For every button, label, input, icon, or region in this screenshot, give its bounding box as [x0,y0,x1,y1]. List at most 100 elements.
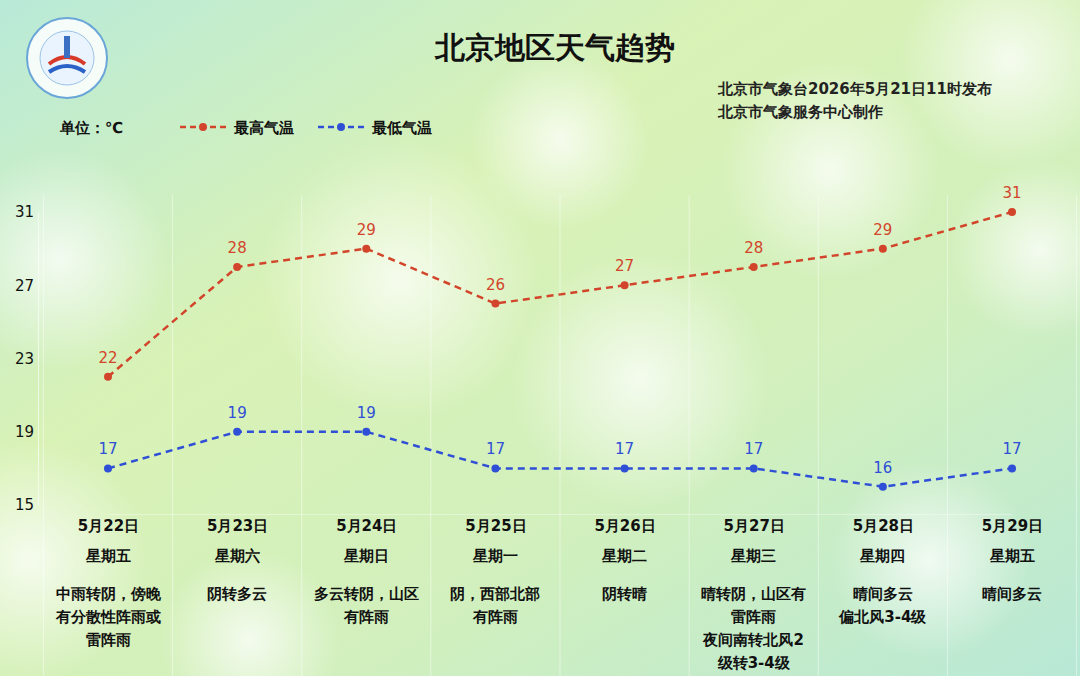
x-tick: 5月29日 [982,514,1043,535]
series-marker [233,263,241,271]
data-label: 27 [615,257,634,275]
x-tick-label: 5月29日 [982,517,1043,535]
x-tick: 5月24日 [336,514,397,535]
weekday: 星期五 [85,547,131,565]
subtitle: 北京市气象台2026年5月21日11时发布 [717,80,992,98]
series-marker [491,300,499,308]
weather-description: 偏北风3-4级 [838,608,927,626]
weekday: 星期六 [214,547,260,565]
flower-glow [950,160,1080,340]
flower-glow [510,250,770,510]
weather-description: 级转3-4级 [717,654,791,672]
series-marker [362,245,370,253]
x-tick: 5月22日 [78,514,139,535]
series-marker [233,428,241,436]
legend-marker [337,123,345,131]
weekday: 星期五 [989,547,1035,565]
series-marker [879,245,887,253]
legend-item: 最高气温 [180,119,294,137]
logo-ring [27,18,107,98]
y-axis: 15 19 23 27 31 [15,203,39,514]
weather-description: 夜间南转北风2 [702,631,803,649]
decoration [0,0,1080,676]
data-label: 17 [744,440,763,458]
y-axis-line [38,213,39,506]
data-label: 17 [98,440,117,458]
data-label: 19 [228,404,247,422]
x-tick-label: 5月26日 [594,517,655,535]
y-tick-label: 19 [15,423,34,441]
x-tick-label: 5月23日 [207,517,268,535]
series-marker [491,464,499,472]
series-marker [362,428,370,436]
weather-description: 雷阵雨 [731,608,776,626]
weather-description: 阴，西部北部 [450,585,540,603]
column-separator [172,195,173,676]
x-tick-label: 5月24日 [336,517,397,535]
weather-description: 有阵雨 [343,608,389,626]
y-tick-label: 27 [15,277,34,295]
series-marker [879,483,887,491]
data-label: 17 [1002,440,1021,458]
column-separator [301,195,302,676]
x-tick: 5月26日 [594,514,655,535]
data-label: 28 [228,239,247,257]
y-tick-label: 15 [15,496,34,514]
data-label: 16 [873,459,892,477]
weather-description: 晴间多云 [982,585,1042,603]
data-label: 31 [1002,184,1021,202]
day-info: 星期五星期六星期日星期一星期二星期三星期四星期五中雨转阴，傍晚有分散性阵雨或雷阵… [55,547,1043,672]
data-label: 19 [357,404,376,422]
series-marker [1008,208,1016,216]
y-tick: 23 [15,350,38,368]
legend-label: 最高气温 [233,119,294,137]
legend-marker [199,123,207,131]
series-marker [104,464,112,472]
y-tick: 31 [15,203,38,221]
plot-area [104,208,1016,491]
weather-description: 中雨转阴，傍晚 [56,585,162,603]
flower-glow [0,440,150,676]
logo-arc [49,57,85,64]
title: 北京地区天气趋势 [434,30,675,65]
legend: 最高气温 最低气温 [180,119,432,137]
x-tick: 5月27日 [724,514,785,535]
column-separator [818,195,819,676]
weekday: 星期三 [730,547,776,565]
legend-label: 最低气温 [371,119,432,137]
x-axis-line [109,514,1013,515]
logo-inner [40,31,94,85]
flower-glow [160,550,340,676]
y-tick: 15 [15,496,38,514]
weather-description: 阴转晴 [602,585,647,603]
data-label: 29 [357,221,376,239]
weekday: 星期二 [601,547,647,565]
x-tick: 5月23日 [207,514,268,535]
series-marker [750,464,758,472]
chart-svg: 北京地区天气趋势北京市气象台2026年5月21日11时发布北京市气象服务中心制作… [0,0,1080,676]
logo-mast [64,36,70,58]
data-label: 29 [873,221,892,239]
series-marker [1008,464,1016,472]
data-labels: 22282926272829311719191717171617 [98,184,1021,477]
series-line [108,212,1012,377]
column-separator [947,195,948,676]
data-label: 26 [486,276,505,294]
weather-description: 有阵雨 [472,608,518,626]
column-separator [560,195,561,676]
x-tick: 5月25日 [465,514,526,535]
legend-item: 最低气温 [318,119,432,137]
weather-description: 雷阵雨 [86,631,131,649]
column-separator [689,195,690,676]
series-line [108,432,1012,487]
x-tick: 5月28日 [853,514,914,535]
y-tick: 19 [15,423,38,441]
flower-glow [0,150,170,370]
chart-root: 北京地区天气趋势北京市气象台2026年5月21日11时发布北京市气象服务中心制作… [0,0,1080,676]
weekday: 星期一 [472,547,518,565]
weekday: 星期四 [859,547,905,565]
column-separator [430,195,431,676]
series-marker [621,464,629,472]
series-marker [104,373,112,381]
data-label: 17 [615,440,634,458]
